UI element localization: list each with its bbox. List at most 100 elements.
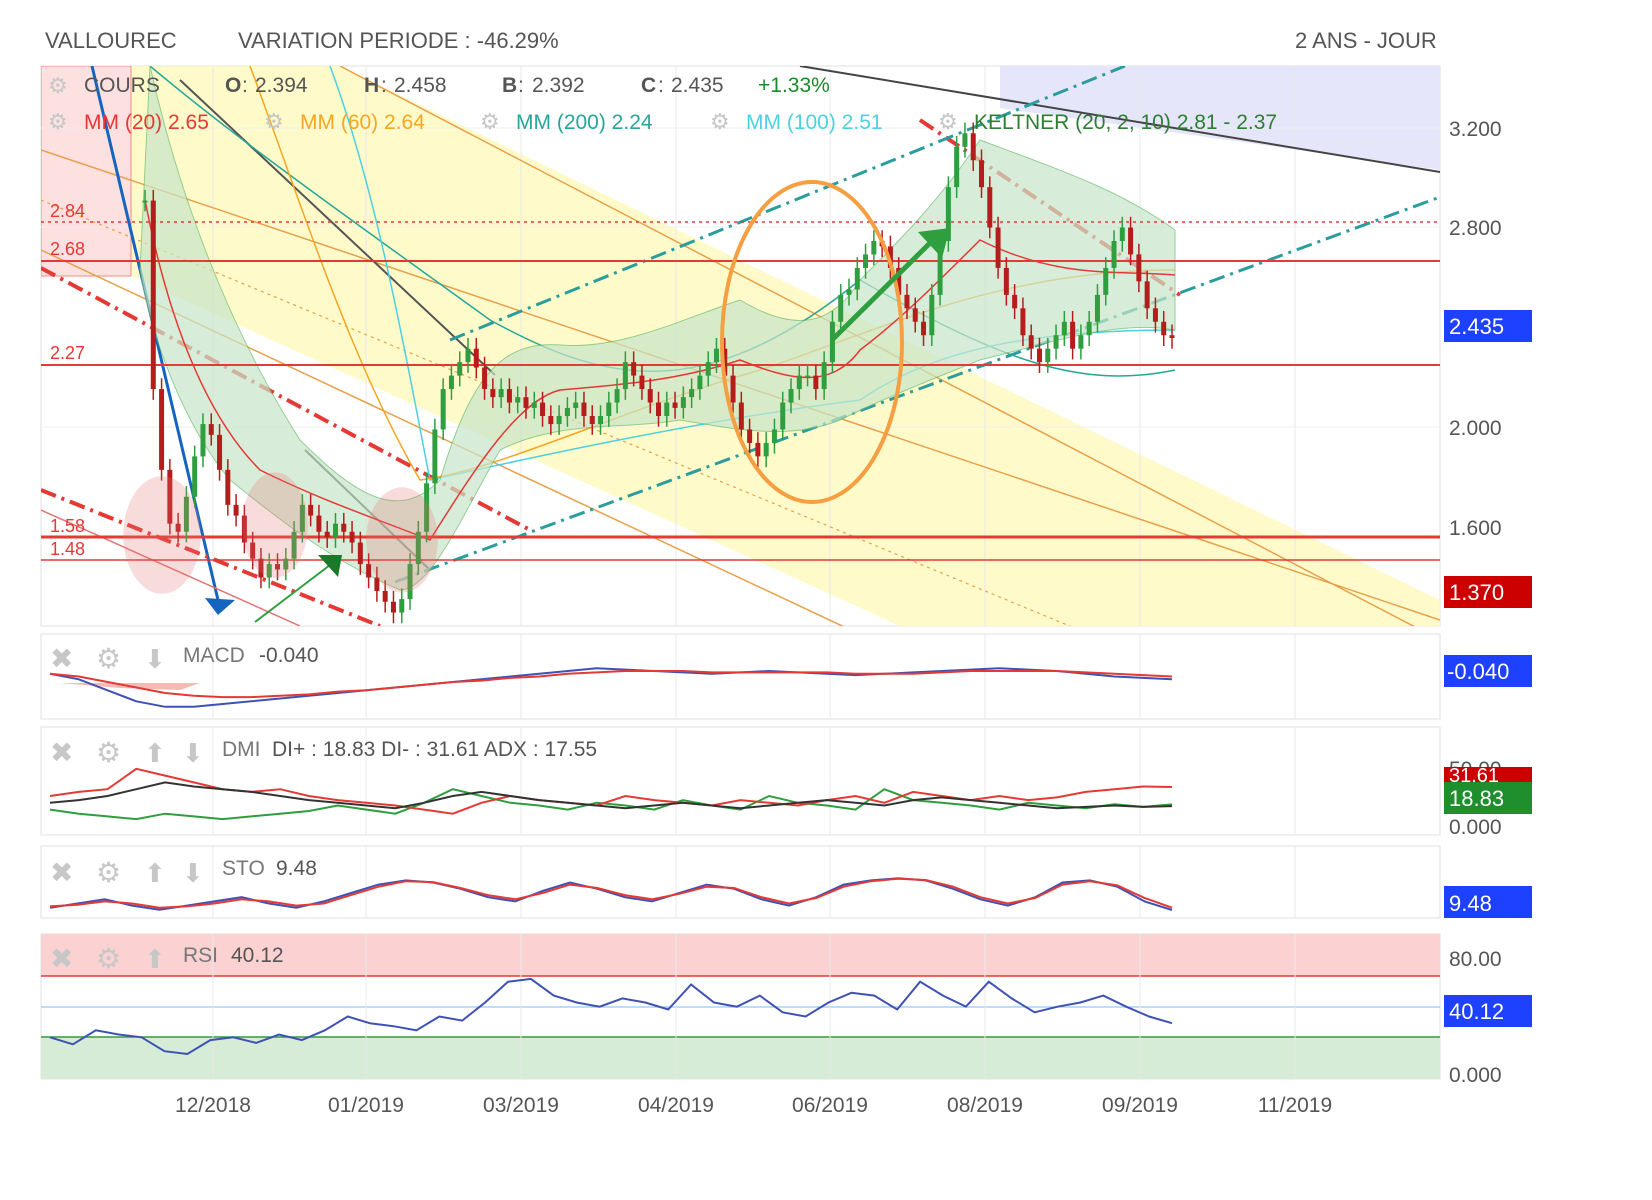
candle-body: [241, 515, 247, 543]
gear-icon[interactable]: ⚙: [938, 109, 958, 134]
y-tick-2000: 2.000: [1449, 417, 1502, 440]
close-icon[interactable]: ✖: [50, 857, 73, 888]
gear-icon[interactable]: ⚙: [96, 943, 121, 974]
candle-body: [523, 397, 529, 408]
gear-icon[interactable]: ⚙: [96, 857, 121, 888]
gear-icon[interactable]: ⚙: [96, 737, 121, 768]
di-plus-badge-text: 18.83: [1449, 786, 1504, 811]
red-thin-line: [41, 509, 301, 626]
legend-close: 2.435: [671, 74, 724, 97]
candle-body: [987, 187, 993, 228]
candle-body: [656, 402, 661, 416]
candle-body: [863, 254, 869, 268]
candle-body: [283, 558, 289, 570]
candle-body: [540, 402, 546, 416]
candle-body: [225, 469, 231, 505]
y-tick-3200: 3.200: [1449, 118, 1502, 141]
candle-body: [515, 397, 521, 403]
candle-body: [945, 187, 951, 241]
gear-icon[interactable]: ⚙: [480, 109, 500, 134]
candle-body: [1003, 267, 1009, 295]
candle-body: [1094, 294, 1100, 322]
close-icon[interactable]: ✖: [50, 737, 73, 768]
candle-body: [647, 389, 653, 403]
candle-body: [1152, 308, 1158, 322]
candle-body: [896, 267, 902, 295]
candle-body: [316, 515, 322, 532]
sto-vertical-gridlines: [212, 846, 1296, 918]
close-icon[interactable]: ✖: [50, 643, 73, 674]
candle-body: [722, 348, 728, 376]
candle-body: [1036, 348, 1042, 363]
legend-change: +1.33%: [758, 74, 830, 97]
ticker-name: VALLOUREC: [45, 28, 177, 53]
x-tick-label: 03/2019: [483, 1094, 559, 1117]
close-icon[interactable]: ✖: [50, 943, 73, 974]
level-label-1.48: 1.48: [50, 539, 85, 559]
candle-body: [912, 308, 918, 322]
legend-low: 2.392: [532, 74, 585, 97]
x-tick-label: 04/2019: [638, 1094, 714, 1117]
green-arrow-up-2: [830, 241, 932, 342]
candle-body: [399, 599, 405, 613]
candle-body: [490, 389, 496, 398]
candle-body: [838, 294, 844, 322]
candle-body: [457, 362, 463, 376]
level-label-2.68: 2.68: [50, 239, 85, 259]
arrow-down-icon[interactable]: ⬇: [144, 644, 166, 674]
candle-body: [390, 601, 396, 613]
arrow-up-icon[interactable]: ⬆: [144, 944, 166, 974]
gear-icon[interactable]: ⚙: [48, 73, 68, 98]
candle-body: [780, 402, 786, 430]
gear-icon[interactable]: ⚙: [48, 109, 68, 134]
gear-icon[interactable]: ⚙: [710, 109, 730, 134]
arrow-up-icon[interactable]: ⬆: [144, 858, 166, 888]
candle-body: [805, 375, 811, 378]
candle-body: [349, 531, 355, 543]
candle-body: [432, 429, 438, 484]
candlesticks: [142, 122, 1175, 624]
green-arrow-head-2: [918, 228, 950, 258]
candle-body: [324, 531, 330, 538]
candle-body: [970, 133, 976, 161]
candle-body: [142, 200, 148, 203]
candle-body: [664, 402, 670, 416]
candle-body: [233, 504, 239, 516]
macd-pane-background: [40, 633, 1441, 720]
candle-body: [763, 442, 769, 457]
x-tick-label: 09/2019: [1102, 1094, 1178, 1117]
candle-body: [548, 416, 554, 425]
candle-body: [1045, 348, 1051, 363]
dmi-y-tick-0: 0.000: [1449, 816, 1502, 839]
rsi-y-tick-80: 80.00: [1449, 948, 1502, 971]
rsi-label: RSI: [183, 944, 218, 967]
gear-icon[interactable]: ⚙: [264, 109, 284, 134]
arrow-down-icon[interactable]: ⬇: [182, 858, 204, 888]
y-tick-2800: 2.800: [1449, 217, 1502, 240]
candle-body: [357, 542, 363, 565]
arrow-down-icon[interactable]: ⬇: [182, 738, 204, 768]
gear-icon[interactable]: ⚙: [96, 643, 121, 674]
candle-body: [440, 389, 446, 430]
candle-body: [788, 389, 794, 403]
candle-body: [382, 591, 388, 602]
candle-body: [821, 362, 827, 390]
candle-body: [954, 146, 960, 188]
candle-body: [730, 375, 736, 403]
candle-body: [332, 523, 338, 538]
x-tick-label: 01/2019: [328, 1094, 404, 1117]
arrow-up-icon[interactable]: ⬆: [144, 738, 166, 768]
sto-k-line: [49, 877, 1173, 911]
candle-body: [167, 469, 173, 524]
x-axis-labels: 12/2018 01/2019 03/2019 04/2019 06/2019 08/20…: [175, 1094, 1332, 1117]
candle-body: [622, 362, 628, 390]
candle-body: [755, 442, 761, 457]
legend-colon: :: [658, 74, 664, 97]
low-badge: [1444, 576, 1532, 608]
candle-body: [1028, 335, 1034, 349]
candle-body: [697, 375, 703, 390]
candle-body: [929, 294, 935, 336]
period-label[interactable]: 2 ANS - JOUR: [1295, 28, 1437, 53]
candle-body: [465, 348, 471, 363]
sto-pane: ✖ ⚙ ⬆ ⬇ STO 9.48 9.48: [40, 845, 1532, 919]
